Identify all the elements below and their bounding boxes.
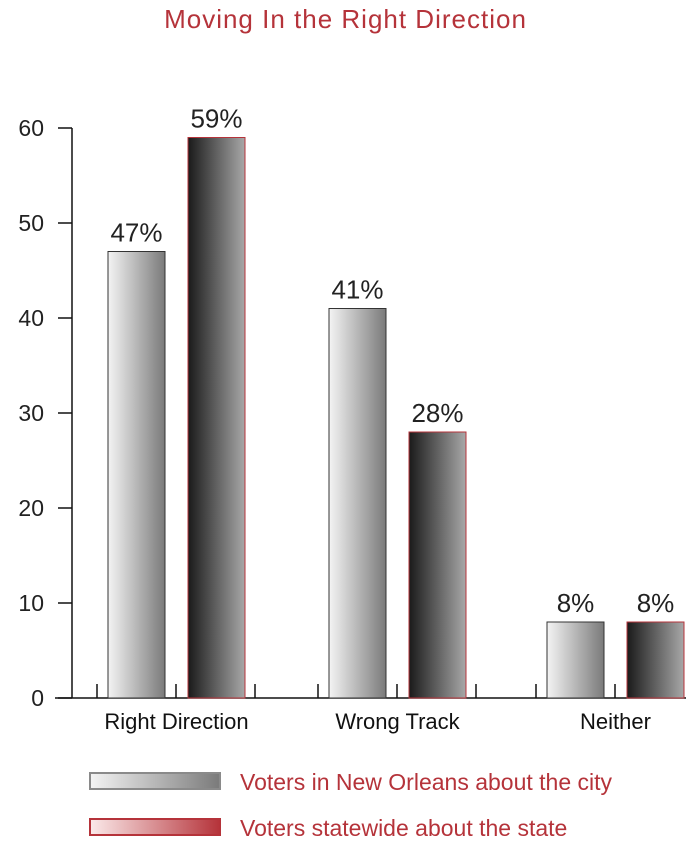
legend: Voters in New Orleans about the city Vote… xyxy=(89,769,613,841)
data-label: 41% xyxy=(331,275,383,305)
y-tick-label: 60 xyxy=(18,115,44,141)
bar xyxy=(626,621,685,699)
data-label: 8% xyxy=(637,588,675,618)
y-tick-label: 0 xyxy=(31,685,44,711)
data-label: 8% xyxy=(557,588,595,618)
bars xyxy=(107,137,685,699)
bar xyxy=(546,621,605,699)
category-label: Neither xyxy=(580,709,651,734)
bar xyxy=(328,308,387,699)
bar xyxy=(107,251,166,699)
data-label: 59% xyxy=(190,104,242,134)
y-tick-label: 20 xyxy=(18,495,44,521)
category-label: Right Direction xyxy=(104,709,248,734)
legend-label: Voters in New Orleans about the city xyxy=(240,769,613,795)
legend-label: Voters statewide about the state xyxy=(240,815,567,841)
y-tick-label: 50 xyxy=(18,210,44,236)
legend-swatch xyxy=(89,772,221,790)
y-tick-label: 40 xyxy=(18,305,44,331)
bar xyxy=(187,137,246,699)
labels: 47% 41% 8% 59% 28% 8% Right Direction Wrong Tra… xyxy=(104,104,674,735)
bar xyxy=(408,431,467,699)
category-label: Wrong Track xyxy=(335,709,460,734)
legend-swatch xyxy=(89,818,221,836)
data-label: 47% xyxy=(110,218,162,248)
data-label: 28% xyxy=(411,398,463,428)
y-tick-label: 30 xyxy=(18,400,44,426)
y-tick-label: 10 xyxy=(18,590,44,616)
chart-title: Moving In the Right Direction xyxy=(164,4,527,34)
